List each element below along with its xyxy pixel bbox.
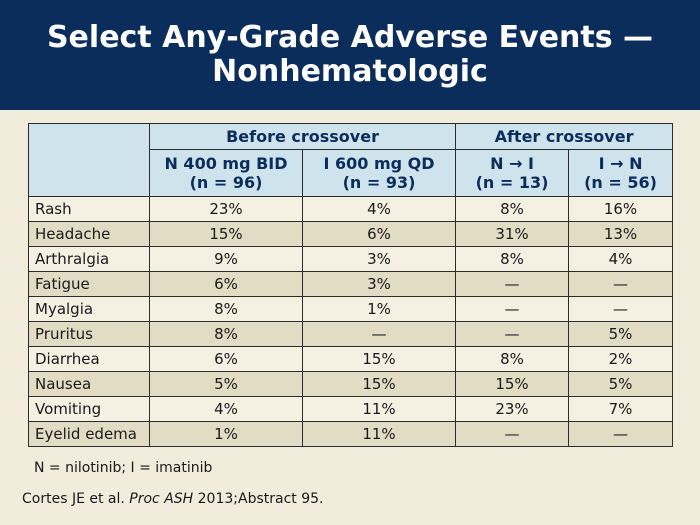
table-row: Headache 15% 6% 31% 13% <box>28 221 674 247</box>
table-cell: 15% <box>149 221 303 247</box>
table-cell: — <box>455 421 570 447</box>
table-cell: 11% <box>301 396 457 422</box>
table-cell: 23% <box>149 196 303 222</box>
slide-title: Select Any-Grade Adverse Events — Nonhem… <box>30 21 670 89</box>
table-cell: 5% <box>149 371 303 397</box>
table-cell: 15% <box>301 371 457 397</box>
column-header-label: I → N <box>598 154 643 173</box>
table-row: Diarrhea 6% 15% 8% 2% <box>28 346 674 372</box>
table-cell: — <box>455 271 570 297</box>
table-cell: 8% <box>149 296 303 322</box>
slide-title-line2: Nonhematologic <box>212 54 488 89</box>
table-cell: 15% <box>455 371 570 397</box>
table-cell: 2% <box>568 346 674 372</box>
table-row: Eyelid edema 1% 11% — — <box>28 421 674 447</box>
table-cell: 16% <box>568 196 674 222</box>
citation-journal: Proc ASH <box>129 491 194 507</box>
abbreviation-footnote: N = nilotinib; I = imatinib <box>34 460 213 476</box>
event-label: Eyelid edema <box>28 421 150 447</box>
table-cell: 8% <box>455 346 570 372</box>
table-cell: 23% <box>455 396 570 422</box>
table-cell: — <box>455 321 570 347</box>
table-cell: 11% <box>301 421 457 447</box>
column-header-n-to-i: N → I (n = 13) <box>455 149 570 197</box>
column-header-n: (n = 13) <box>475 173 549 192</box>
event-label: Arthralgia <box>28 246 150 272</box>
citation-rest: 2013;Abstract 95. <box>193 491 324 507</box>
event-label: Vomiting <box>28 396 150 422</box>
table-cell: 4% <box>568 246 674 272</box>
table-cell: 1% <box>149 421 303 447</box>
table-cell: 13% <box>568 221 674 247</box>
table-cell: 7% <box>568 396 674 422</box>
event-label: Diarrhea <box>28 346 150 372</box>
table-cell: 15% <box>301 346 457 372</box>
table-cell: 5% <box>568 321 674 347</box>
table-row: Nausea 5% 15% 15% 5% <box>28 371 674 397</box>
group-header-before: Before crossover <box>148 123 457 150</box>
column-header-n: (n = 93) <box>342 173 416 192</box>
table-cell: — <box>455 296 570 322</box>
table-cell: 31% <box>455 221 570 247</box>
table-row: Fatigue 6% 3% — — <box>28 271 674 297</box>
table-cell: — <box>301 321 457 347</box>
table-row: Vomiting 4% 11% 23% 7% <box>28 396 674 422</box>
table-cell: 6% <box>149 346 303 372</box>
column-header-n: (n = 56) <box>584 173 657 192</box>
table-cell: 5% <box>568 371 674 397</box>
table-cell: — <box>568 421 674 447</box>
column-header-n: (n = 96) <box>189 173 263 192</box>
table-cell: 3% <box>301 271 457 297</box>
slide-title-line1: Select Any-Grade Adverse Events — <box>46 20 654 55</box>
table-cell: 9% <box>149 246 303 272</box>
header-blank-cell <box>28 123 150 197</box>
table-cell: 3% <box>301 246 457 272</box>
column-header-n400: N 400 mg BID (n = 96) <box>149 149 303 197</box>
event-label: Nausea <box>28 371 150 397</box>
event-label: Pruritus <box>28 321 150 347</box>
table-row: Rash 23% 4% 8% 16% <box>28 196 674 222</box>
column-header-label: I 600 mg QD <box>323 154 435 173</box>
table-cell: 4% <box>301 196 457 222</box>
table-cell: 1% <box>301 296 457 322</box>
table-cell: 8% <box>455 246 570 272</box>
table-cell: 8% <box>455 196 570 222</box>
table-row: Pruritus 8% — — 5% <box>28 321 674 347</box>
table-cell: 6% <box>149 271 303 297</box>
column-header-i-to-n: I → N (n = 56) <box>568 149 674 197</box>
column-header-label: N → I <box>490 154 534 173</box>
citation: Cortes JE et al. Proc ASH 2013;Abstract … <box>22 491 323 507</box>
column-header-i600: I 600 mg QD (n = 93) <box>301 149 457 197</box>
citation-authors: Cortes JE et al. <box>22 491 130 507</box>
column-header-label: N 400 mg BID <box>164 154 288 173</box>
group-header-after: After crossover <box>455 123 674 150</box>
table-cell: — <box>568 296 674 322</box>
table-cell: 8% <box>149 321 303 347</box>
table-row: Myalgia 8% 1% — — <box>28 296 674 322</box>
table-cell: 4% <box>149 396 303 422</box>
title-banner: Select Any-Grade Adverse Events — Nonhem… <box>0 0 700 110</box>
table-cell: 6% <box>301 221 457 247</box>
event-label: Headache <box>28 221 150 247</box>
event-label: Rash <box>28 196 150 222</box>
table-cell: — <box>568 271 674 297</box>
adverse-events-table: Before crossover After crossover N 400 m… <box>28 123 674 447</box>
table-row: Arthralgia 9% 3% 8% 4% <box>28 246 674 272</box>
event-label: Fatigue <box>28 271 150 297</box>
event-label: Myalgia <box>28 296 150 322</box>
